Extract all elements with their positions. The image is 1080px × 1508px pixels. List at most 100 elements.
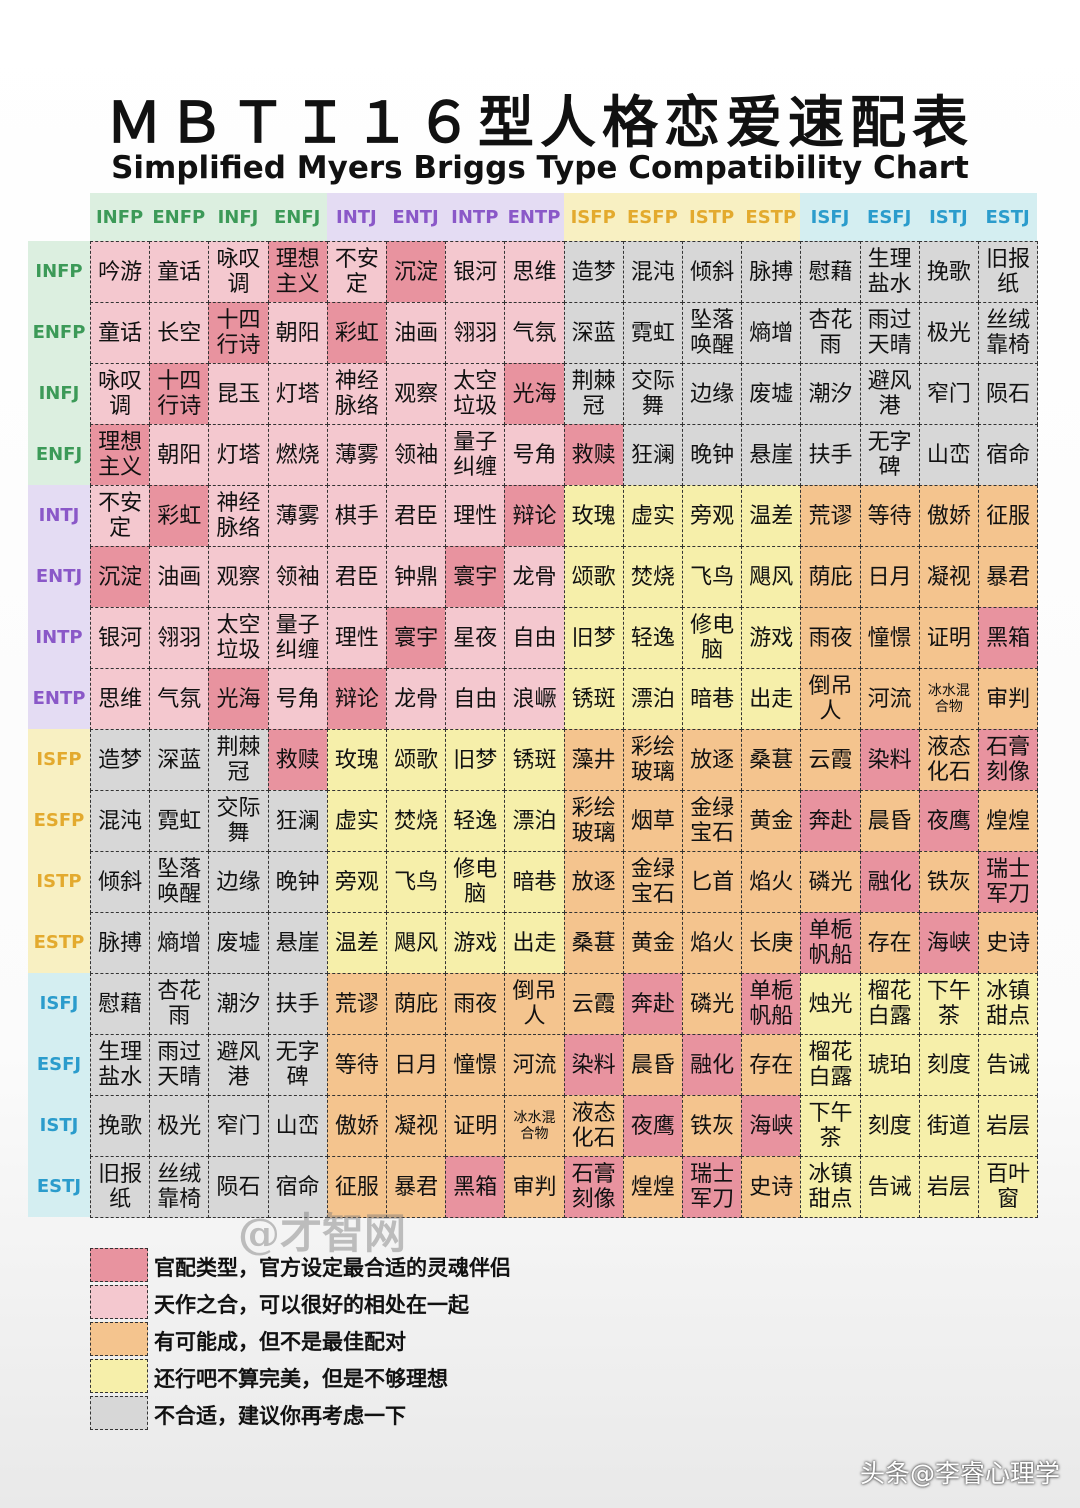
compat-cell: 旧梦	[445, 729, 506, 791]
compat-cell: 等待	[859, 485, 920, 547]
compat-cell: 思维	[90, 668, 151, 730]
compat-cell: 挽歌	[90, 1095, 151, 1157]
compat-cell: 飞鸟	[682, 546, 743, 608]
compat-cell: 液态化石	[918, 729, 979, 791]
compat-cell: 霓虹	[622, 302, 683, 364]
compat-cell: 造梦	[90, 729, 151, 791]
column-header: INFP	[95, 206, 144, 228]
compat-cell: 修电脑	[682, 607, 743, 669]
compat-cell: 征服	[326, 1156, 387, 1218]
compat-cell: 灯塔	[208, 424, 269, 486]
compat-cell: 油画	[149, 546, 210, 608]
compat-cell: 晨昏	[622, 1034, 683, 1096]
legend-item: 不合适，建议你再考虑一下	[90, 1396, 690, 1430]
column-header: INFJ	[217, 206, 259, 228]
compat-cell: 倾斜	[682, 241, 743, 303]
compat-cell: 辩论	[326, 668, 387, 730]
compat-cell: 液态化石	[563, 1095, 624, 1157]
column-header: ESTJ	[985, 206, 1030, 228]
compat-cell: 桑葚	[741, 729, 802, 791]
compat-cell: 无字碑	[267, 1034, 328, 1096]
compat-cell: 坠落唤醒	[149, 851, 210, 913]
compat-cell: 雨夜	[445, 973, 506, 1035]
column-header: ENFJ	[274, 206, 321, 228]
compat-cell: 融化	[859, 851, 920, 913]
compat-cell: 憧憬	[859, 607, 920, 669]
legend-item: 官配类型，官方设定最合适的灵魂伴侣	[90, 1248, 690, 1282]
column-header: ENFP	[152, 206, 206, 228]
compat-cell: 薄雾	[326, 424, 387, 486]
compat-cell: 日月	[859, 546, 920, 608]
compat-cell: 修电脑	[445, 851, 506, 913]
compat-cell: 雨过天晴	[149, 1034, 210, 1096]
compat-cell: 棋手	[326, 485, 387, 547]
compat-cell: 自由	[445, 668, 506, 730]
compat-cell: 潮汐	[800, 363, 861, 425]
compat-cell: 领袖	[267, 546, 328, 608]
compat-cell: 丝绒靠椅	[149, 1156, 210, 1218]
compat-cell: 飞鸟	[386, 851, 447, 913]
compat-cell: 咏叹调	[208, 241, 269, 303]
compat-cell: 旧梦	[563, 607, 624, 669]
compat-cell: 救赎	[267, 729, 328, 791]
compat-cell: 彩虹	[326, 302, 387, 364]
compat-cell: 晨昏	[859, 790, 920, 852]
row-header: ENTJ	[35, 566, 83, 587]
compat-cell: 放逐	[682, 729, 743, 791]
compat-cell: 游戏	[445, 912, 506, 974]
compat-cell: 废墟	[208, 912, 269, 974]
compat-cell: 黑箱	[978, 607, 1039, 669]
compat-cell: 无字碑	[859, 424, 920, 486]
compat-cell: 藻井	[563, 729, 624, 791]
compat-cell: 云霞	[800, 729, 861, 791]
legend-label: 天作之合，可以很好的相处在一起	[154, 1293, 469, 1317]
compat-cell: 颂歌	[386, 729, 447, 791]
compat-cell: 荆棘冠	[208, 729, 269, 791]
legend-swatch	[90, 1396, 148, 1430]
compat-cell: 吟游	[90, 241, 151, 303]
row-header: ISTJ	[39, 1115, 79, 1136]
compat-cell: 审判	[504, 1156, 565, 1218]
compat-cell: 河流	[504, 1034, 565, 1096]
page-subtitle: Simplified Myers Briggs Type Compatibili…	[111, 150, 969, 186]
compat-cell: 思维	[504, 241, 565, 303]
compat-cell: 晚钟	[267, 851, 328, 913]
compat-cell: 咏叹调	[90, 363, 151, 425]
compat-cell: 彩虹	[149, 485, 210, 547]
column-group-band	[563, 193, 801, 241]
compat-cell: 油画	[386, 302, 447, 364]
compat-cell: 金绿宝石	[682, 790, 743, 852]
compat-cell: 浪嶥	[504, 668, 565, 730]
legend-label: 官配类型，官方设定最合适的灵魂伴侣	[154, 1256, 511, 1280]
compat-cell: 星夜	[445, 607, 506, 669]
compat-cell: 匕首	[682, 851, 743, 913]
compat-cell: 领袖	[386, 424, 447, 486]
compat-cell: 挽歌	[918, 241, 979, 303]
compat-cell: 陨石	[978, 363, 1039, 425]
compat-cell: 极光	[149, 1095, 210, 1157]
compat-cell: 锈斑	[563, 668, 624, 730]
watermark-center: @才智网	[238, 1209, 407, 1258]
compat-cell: 龙骨	[504, 546, 565, 608]
compat-cell: 气氛	[504, 302, 565, 364]
compat-cell: 傲娇	[326, 1095, 387, 1157]
row-header: ENFP	[32, 322, 86, 343]
compat-cell: 慰藉	[90, 973, 151, 1035]
compat-cell: 暴君	[978, 546, 1039, 608]
compat-cell: 十四行诗	[208, 302, 269, 364]
compat-cell: 榴花白露	[800, 1034, 861, 1096]
compat-cell: 倾斜	[90, 851, 151, 913]
compat-cell: 染料	[859, 729, 920, 791]
column-header: INTJ	[336, 206, 377, 228]
legend-item: 天作之合，可以很好的相处在一起	[90, 1285, 690, 1319]
compat-cell: 铁灰	[682, 1095, 743, 1157]
compat-cell: 磷光	[800, 851, 861, 913]
compat-cell: 彩绘玻璃	[622, 729, 683, 791]
column-header: ISTJ	[929, 206, 968, 228]
column-header: ESFP	[627, 206, 678, 228]
column-header: ENTP	[507, 206, 561, 228]
compat-cell: 自由	[504, 607, 565, 669]
compat-cell: 沉淀	[90, 546, 151, 608]
compat-cell: 狂澜	[267, 790, 328, 852]
compat-cell: 出走	[741, 668, 802, 730]
